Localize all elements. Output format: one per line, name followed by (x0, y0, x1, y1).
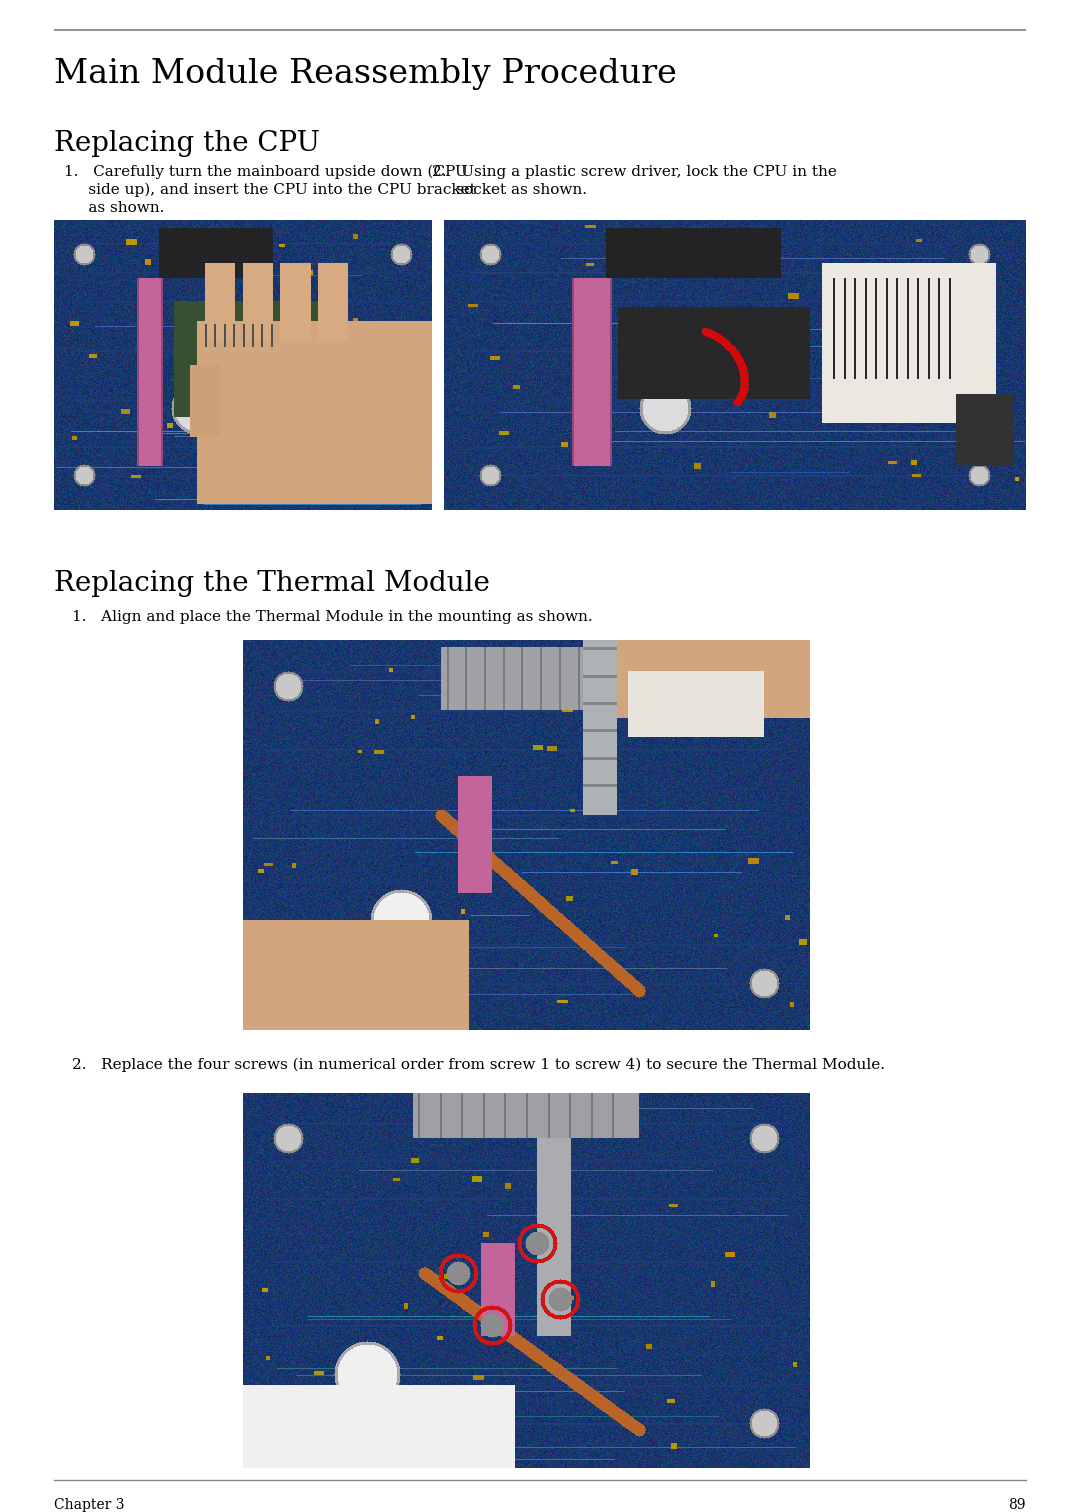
Text: 3: 3 (443, 1273, 451, 1287)
Text: as shown.: as shown. (64, 201, 164, 215)
Text: Main Module Reassembly Procedure: Main Module Reassembly Procedure (54, 57, 677, 91)
Text: side up), and insert the CPU into the CPU bracket: side up), and insert the CPU into the CP… (64, 183, 476, 198)
Text: Chapter 3: Chapter 3 (54, 1498, 124, 1512)
Text: 89: 89 (1009, 1498, 1026, 1512)
Text: 1.   Carefully turn the mainboard upside down (CPU: 1. Carefully turn the mainboard upside d… (64, 165, 468, 180)
Text: Replacing the CPU: Replacing the CPU (54, 130, 320, 157)
Text: 2.   Replace the four screws (in numerical order from screw 1 to screw 4) to sec: 2. Replace the four screws (in numerical… (72, 1058, 885, 1072)
Text: Replacing the Thermal Module: Replacing the Thermal Module (54, 570, 490, 597)
Text: 2.   Using a plastic screw driver, lock the CPU in the: 2. Using a plastic screw driver, lock th… (432, 165, 837, 178)
Text: 1: 1 (488, 1329, 497, 1343)
Text: 2: 2 (555, 1225, 565, 1237)
Text: 1.   Align and place the Thermal Module in the mounting as shown.: 1. Align and place the Thermal Module in… (72, 609, 593, 624)
Text: socket as shown.: socket as shown. (432, 183, 588, 197)
Text: 4: 4 (562, 1303, 570, 1317)
